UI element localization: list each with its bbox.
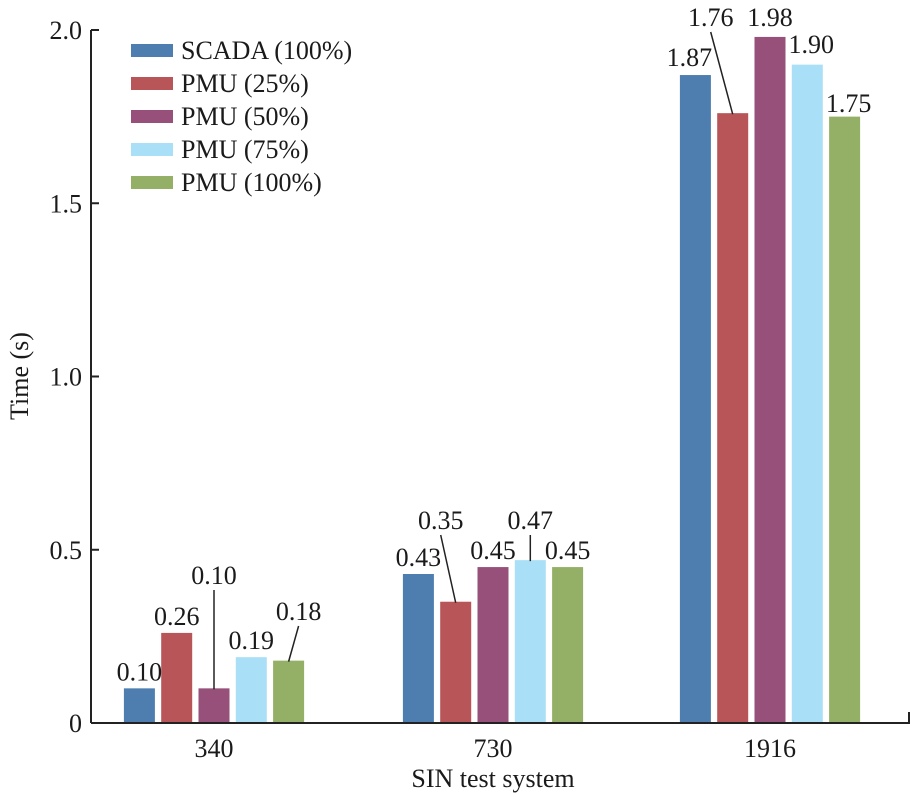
legend-swatch <box>131 110 173 123</box>
leader-line <box>439 534 457 603</box>
y-tick-label: 1.5 <box>50 189 83 218</box>
bar <box>161 632 193 723</box>
y-axis-title: Time (s) <box>5 332 34 420</box>
data-label: 1.90 <box>789 30 835 59</box>
data-label: 0.18 <box>276 597 322 626</box>
bar <box>754 36 786 724</box>
y-ticks-group: 0 0.5 1.0 1.5 2.0 <box>50 16 99 738</box>
bar <box>123 688 155 723</box>
data-label: 0.10 <box>191 561 237 590</box>
x-tick-label: 1916 <box>744 734 796 763</box>
x-tick-label: 730 <box>474 734 513 763</box>
data-label: 1.75 <box>826 89 872 118</box>
data-label: 0.35 <box>418 506 464 535</box>
bar <box>198 688 230 723</box>
y-tick-label: 0.5 <box>50 536 83 565</box>
bar <box>477 567 509 723</box>
bar <box>717 113 749 723</box>
bar <box>679 75 711 724</box>
data-label: 1.76 <box>688 3 734 32</box>
data-label: 1.87 <box>667 43 713 72</box>
y-tick-label: 2.0 <box>50 16 83 45</box>
bars-group <box>123 36 861 724</box>
legend: SCADA (100%) PMU (25%) PMU (50%) PMU (75%) P… <box>131 36 352 197</box>
leader-line <box>709 31 734 115</box>
legend-swatch <box>131 77 173 90</box>
data-label: 0.10 <box>117 657 163 686</box>
legend-swatch <box>131 143 173 156</box>
data-label: 0.45 <box>545 536 591 565</box>
data-label: 1.98 <box>747 3 793 32</box>
bar <box>235 657 267 723</box>
bar <box>829 116 861 723</box>
legend-swatch <box>131 44 173 57</box>
legend-label: PMU (25%) <box>181 69 309 98</box>
data-label: 0.45 <box>470 536 516 565</box>
legend-label: SCADA (100%) <box>181 36 352 65</box>
bar <box>273 660 305 723</box>
x-axis-title: SIN test system <box>411 764 574 793</box>
x-ticks-group: 340 730 1916 <box>195 734 797 763</box>
legend-label: PMU (75%) <box>181 135 309 164</box>
data-label: 0.19 <box>229 626 275 655</box>
bar <box>402 574 434 723</box>
y-tick-label: 1.0 <box>50 363 83 392</box>
data-label: 0.26 <box>154 602 200 631</box>
y-tick-label: 0 <box>69 709 82 738</box>
x-tick-label: 340 <box>195 734 234 763</box>
bar <box>552 567 584 723</box>
legend-swatch <box>131 176 173 189</box>
bar <box>440 601 472 723</box>
bar <box>514 560 546 723</box>
data-labels-group: 0.100.260.100.190.180.430.350.450.470.45… <box>117 3 872 686</box>
data-label: 0.43 <box>396 543 442 572</box>
legend-label: PMU (50%) <box>181 102 309 131</box>
leader-line <box>287 625 300 662</box>
leader-lines-group <box>213 31 734 690</box>
legend-label: PMU (100%) <box>181 168 322 197</box>
bar <box>791 64 823 723</box>
data-label: 0.47 <box>508 506 554 535</box>
